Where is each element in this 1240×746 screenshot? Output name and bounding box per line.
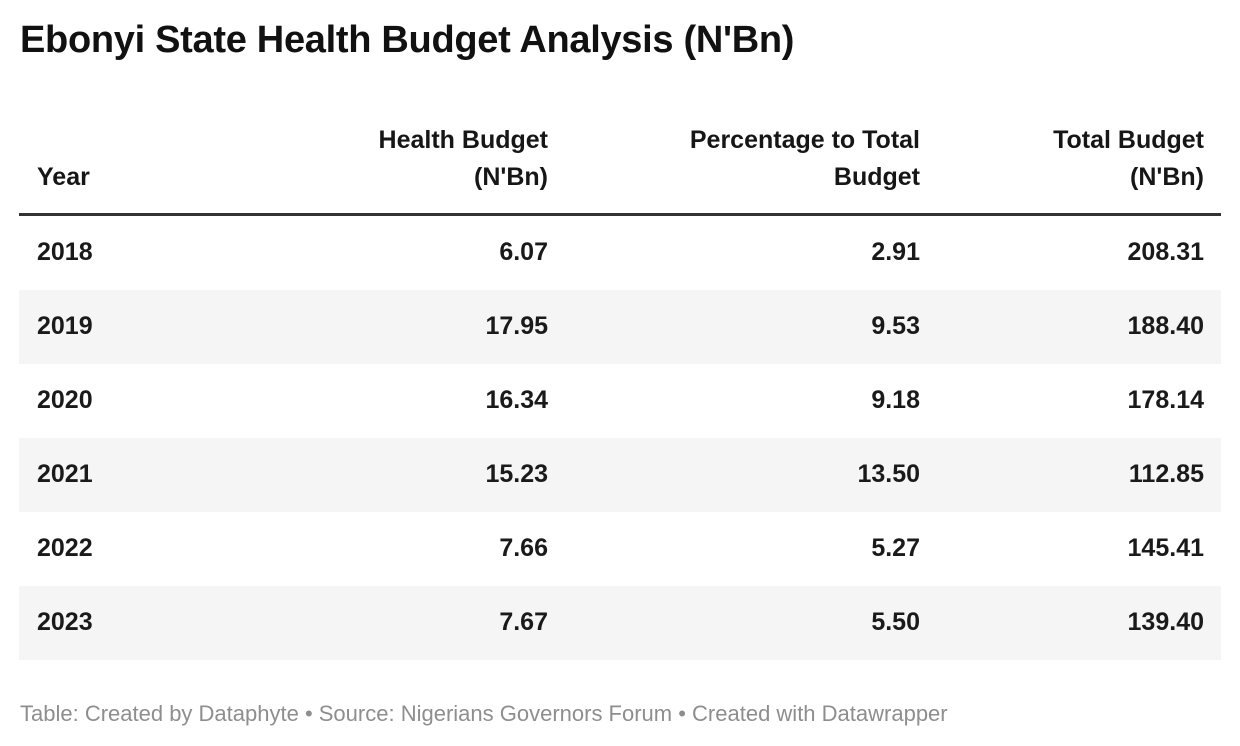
health-budget-cell: 7.67: [499, 608, 548, 636]
table-row: 2018 6.07 2.91 208.31: [19, 214, 1221, 290]
total-budget-cell: 139.40: [1127, 608, 1204, 636]
health-budget-cell: 15.23: [485, 460, 548, 488]
percentage-to-total-budget-cell: 5.50: [871, 608, 920, 636]
year-cell: 2020: [37, 386, 93, 414]
year-cell: 2023: [37, 608, 93, 636]
column-header-total-budget: Total Budget (N'Bn): [937, 121, 1221, 216]
year-cell: 2019: [37, 312, 93, 340]
percentage-to-total-budget-cell: 5.27: [871, 534, 920, 562]
table-row: 2020 16.34 9.18 178.14: [19, 364, 1221, 438]
table-header-row: Year Health Budget (N'Bn) Percentage to To…: [19, 121, 1221, 216]
total-budget-cell: 188.40: [1127, 312, 1204, 340]
year-cell: 2022: [37, 534, 93, 562]
percentage-to-total-budget-cell: 9.18: [871, 386, 920, 414]
health-budget-cell: 6.07: [499, 238, 548, 266]
budget-table: Year Health Budget (N'Bn) Percentage to To…: [19, 121, 1221, 660]
total-budget-cell: 208.31: [1127, 238, 1204, 266]
health-budget-cell: 7.66: [499, 534, 548, 562]
total-budget-cell: 112.85: [1128, 460, 1204, 488]
percentage-to-total-budget-cell: 9.53: [871, 312, 920, 340]
table-row: 2022 7.66 5.27 145.41: [19, 512, 1221, 586]
percentage-to-total-budget-cell: 13.50: [857, 460, 920, 488]
health-budget-cell: 17.95: [485, 312, 548, 340]
percentage-to-total-budget-cell: 2.91: [871, 238, 920, 266]
column-header-percentage-to-total-budget: Percentage to Total Budget: [565, 121, 937, 216]
table-footer-attribution: Table: Created by Dataphyte • Source: Ni…: [20, 700, 948, 726]
health-budget-cell: 16.34: [485, 386, 548, 414]
table-row: 2021 15.23 13.50 112.85: [19, 437, 1221, 512]
total-budget-cell: 178.14: [1127, 386, 1204, 414]
table-body: 2018 6.07 2.91 208.31 2019 17.95 9.53 188.40 202…: [19, 214, 1221, 660]
column-header-health-budget: Health Budget (N'Bn): [299, 121, 565, 216]
page-title: Ebonyi State Health Budget Analysis (N'B…: [20, 19, 795, 61]
year-cell: 2021: [37, 460, 93, 488]
table-row: 2023 7.67 5.50 139.40: [19, 585, 1221, 660]
table-row: 2019 17.95 9.53 188.40: [19, 289, 1221, 364]
total-budget-cell: 145.41: [1127, 534, 1204, 562]
year-cell: 2018: [37, 238, 93, 266]
column-header-year: Year: [19, 121, 299, 216]
